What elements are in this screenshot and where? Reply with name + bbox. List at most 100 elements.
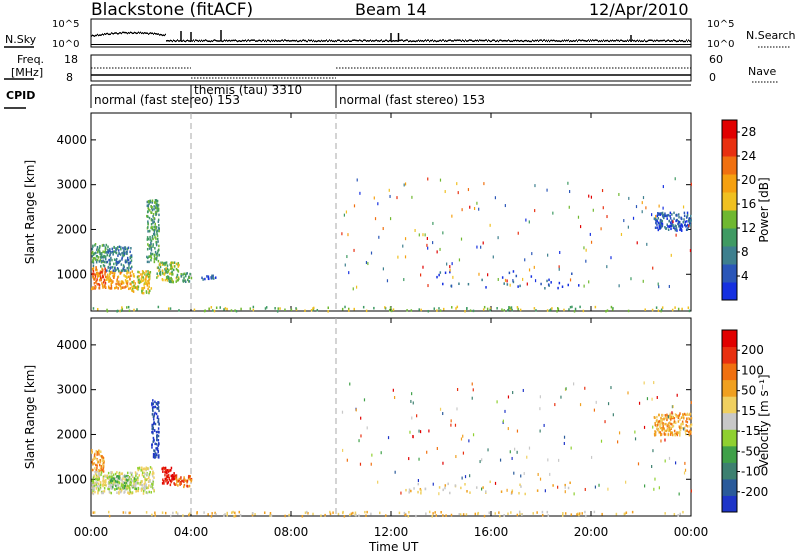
echo-cell xyxy=(548,284,550,287)
colorbar-tick-label: 200 xyxy=(741,343,764,357)
echo-cell xyxy=(466,490,468,493)
nsearch-point xyxy=(545,44,546,45)
nsearch-point xyxy=(614,44,615,45)
nsearch-point xyxy=(247,44,248,45)
nsky-point xyxy=(162,34,163,37)
echo-cell xyxy=(408,457,410,461)
echo-cell xyxy=(634,430,636,434)
echo-cell xyxy=(130,478,132,481)
echo-cell xyxy=(663,417,665,421)
nsky-point xyxy=(176,40,177,42)
nsearch-point xyxy=(611,44,612,45)
echo-cell xyxy=(584,386,586,390)
nsearch-point xyxy=(658,44,659,45)
echo-cell xyxy=(579,305,581,309)
echo-cell xyxy=(550,308,552,311)
echo-cell xyxy=(170,264,172,268)
nsearch-point xyxy=(500,44,501,45)
nsky-point xyxy=(542,40,543,42)
nsky-point xyxy=(197,39,198,42)
nsearch-point xyxy=(371,44,372,45)
echo-cell xyxy=(403,278,405,282)
echo-cell xyxy=(682,221,685,224)
echo-cell xyxy=(590,240,593,244)
nsky-point xyxy=(272,40,273,42)
echo-cell xyxy=(576,513,578,516)
echo-cell xyxy=(659,220,662,224)
echo-cell xyxy=(687,417,690,420)
nsearch-point xyxy=(269,44,270,45)
nsky-point xyxy=(96,34,97,37)
nsky-point xyxy=(553,39,554,42)
echo-cell xyxy=(106,251,108,254)
nsearch-point xyxy=(126,44,127,45)
nsearch-point xyxy=(369,44,370,45)
nsearch-point xyxy=(511,44,512,45)
nsearch-point xyxy=(298,44,299,45)
echo-cell xyxy=(680,426,682,430)
echo-cell xyxy=(115,257,118,261)
echo-cell xyxy=(461,476,463,480)
nsky-point xyxy=(640,40,641,43)
nsearch-point xyxy=(114,44,115,45)
echo-cell xyxy=(186,272,188,275)
echo-cell xyxy=(668,456,671,460)
echo-cell xyxy=(96,248,98,252)
echo-cell xyxy=(156,199,159,203)
echo-cell xyxy=(131,479,133,483)
echo-cell xyxy=(95,281,97,284)
echo-cell xyxy=(471,382,473,386)
echo-cell xyxy=(121,478,123,482)
nsearch-point xyxy=(145,44,146,45)
echo-cell xyxy=(152,215,154,218)
nsky-point xyxy=(155,33,156,35)
colorbar-tick-label: 4 xyxy=(741,269,749,283)
echo-cell xyxy=(138,271,141,274)
nsearch-point xyxy=(422,44,423,45)
echo-cell xyxy=(186,484,189,488)
nsky-point xyxy=(370,39,371,41)
echo-cell xyxy=(503,309,506,312)
nsky-point xyxy=(146,32,147,34)
colorbar-frame xyxy=(721,329,738,513)
nsky-point xyxy=(320,40,321,43)
echo-cell xyxy=(665,429,667,433)
nsky-point xyxy=(260,39,261,42)
echo-cell xyxy=(519,483,521,487)
echo-cell xyxy=(157,415,159,418)
echo-cell xyxy=(150,218,153,222)
cpid-segment-label: normal (fast stereo) 153 xyxy=(94,93,240,107)
echo-cell xyxy=(120,489,123,493)
nsky-point xyxy=(92,34,93,37)
x-tick-label: 20:00 xyxy=(574,525,609,539)
echo-cell xyxy=(656,223,658,226)
nsearch-point xyxy=(645,44,646,45)
echo-cell xyxy=(374,217,377,221)
echo-cell xyxy=(122,486,125,490)
nsearch-point xyxy=(292,44,293,45)
echo-cell xyxy=(539,477,542,481)
echo-cell xyxy=(419,430,422,434)
echo-cell xyxy=(367,262,369,266)
nsearch-point xyxy=(503,44,504,45)
echo-cell xyxy=(416,414,418,418)
echo-cell xyxy=(582,309,585,313)
power-panel: Slant Range [km]100020003000400048121620… xyxy=(23,112,771,313)
nsearch-point xyxy=(365,44,366,45)
echo-cell xyxy=(165,476,168,479)
x-tick-label: 00:00 xyxy=(674,525,709,539)
echo-cell xyxy=(685,225,687,228)
echo-cell xyxy=(167,275,170,279)
nsky-point xyxy=(313,39,314,42)
echo-cell xyxy=(110,478,112,481)
nsearch-point xyxy=(527,44,528,45)
echo-cell xyxy=(149,289,151,293)
nsearch-point xyxy=(580,44,581,45)
nsky-point xyxy=(203,39,204,42)
nsearch-point xyxy=(142,44,143,45)
echo-cell xyxy=(140,483,143,487)
echo-cell xyxy=(102,477,105,480)
nsky-point xyxy=(387,40,388,42)
echo-cell xyxy=(127,270,129,273)
echo-cell xyxy=(494,481,497,485)
